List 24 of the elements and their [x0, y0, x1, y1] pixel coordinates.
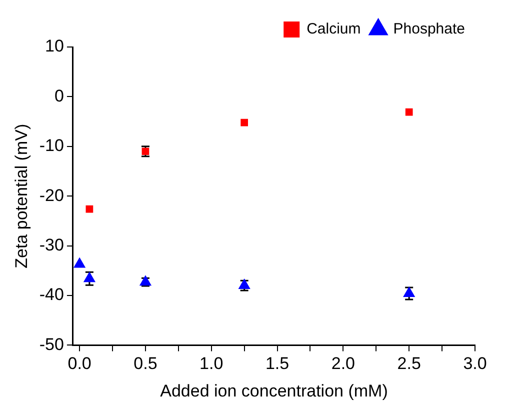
y-tick-label: -40	[39, 285, 64, 304]
y-tick-label: -10	[39, 136, 64, 156]
point	[86, 205, 94, 213]
x-tick-label: 0.5	[134, 354, 158, 374]
point	[84, 272, 96, 282]
y-tick-label: -30	[39, 235, 64, 254]
legend-label: Phosphate	[393, 20, 466, 38]
y-tick-label: 10	[45, 36, 64, 56]
y-tick-label: -20	[39, 186, 64, 205]
point	[74, 258, 86, 268]
x-tick-label: 1.5	[265, 354, 290, 374]
y-tick-label: -50	[39, 334, 64, 354]
x-tick-label: 0.0	[68, 354, 92, 374]
y-tick-label: 0	[54, 86, 64, 106]
x-tick-label: 3.0	[463, 354, 487, 374]
y-axis-title: Zeta potential (mV)	[12, 124, 31, 268]
x-tick-label: 2.5	[397, 354, 421, 374]
point	[240, 118, 248, 126]
x-tick-label: 1.0	[200, 354, 224, 374]
x-axis-title: Added ion concentration (mM)	[160, 381, 388, 400]
legend-label: Calcium	[306, 20, 361, 38]
point	[405, 108, 413, 116]
point	[403, 287, 415, 298]
x-tick-label: 2.0	[331, 354, 356, 374]
